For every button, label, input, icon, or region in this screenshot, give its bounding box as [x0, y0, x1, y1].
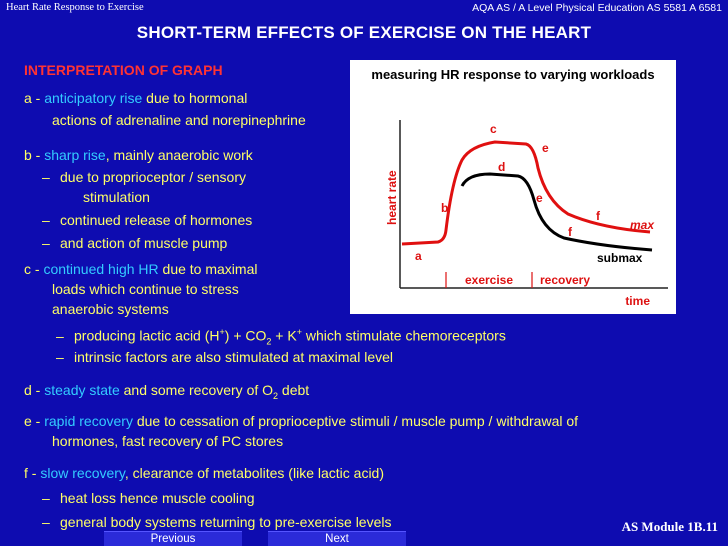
item-c-bullet-2: – intrinsic factors are also stimulated a… [56, 349, 394, 365]
key-term-f: slow recovery [40, 465, 125, 481]
module-label: AS Module 1B.11 [621, 519, 718, 534]
item-f-bullet-2: – general body systems returning to pre-e… [42, 514, 392, 530]
graph-xlabel: time [625, 294, 650, 308]
curve-label-c: c [490, 122, 497, 136]
graph-title: measuring HR response to varying workloa… [371, 67, 654, 82]
graph-phase-recovery: recovery [540, 273, 590, 287]
item-b-bullet-2: – continued release of hormones [42, 212, 253, 228]
item-c: c - continued high HR due to maximal [24, 261, 258, 277]
hr-response-graph: measuring HR response to varying workloa… [350, 60, 676, 314]
graph-submax-label: submax [597, 251, 643, 265]
graph-curve-max [401, 140, 651, 246]
curve-label-f-max: f [596, 209, 601, 223]
item-c-cont-1: loads which continue to stress [52, 281, 239, 297]
curve-label-d: d [498, 160, 505, 174]
curve-label-e-max: e [542, 141, 549, 155]
item-c-bullet-1: – producing lactic acid (H+) + CO2 + K+ w… [56, 327, 506, 347]
graph-phase-exercise: exercise [465, 273, 513, 287]
next-button[interactable]: Next [268, 531, 406, 546]
item-b-bullet-1: – due to proprioceptor / sensory [42, 169, 246, 185]
hr-graph-svg: measuring HR response to varying workloa… [371, 67, 668, 308]
graph-ylabel: heart rate [385, 170, 399, 225]
graph-curve-submax [460, 172, 653, 252]
header-right-text: AQA AS / A Level Physical Education AS 5… [472, 2, 722, 14]
curve-label-a: a [415, 249, 422, 263]
item-c-cont-2: anaerobic systems [52, 301, 169, 317]
header-left-text: Heart Rate Response to Exercise [6, 2, 144, 13]
key-term-a: anticipatory rise [44, 90, 143, 106]
curve-label-f-submax: f [568, 225, 573, 239]
curve-label-e-submax: e [536, 191, 543, 205]
item-a: a - anticipatory rise due to hormonal [24, 90, 248, 106]
key-term-c: continued high HR [43, 261, 159, 277]
item-e: e - rapid recovery due to cessation of p… [24, 413, 579, 429]
item-f: f - slow recovery, clearance of metaboli… [24, 465, 384, 481]
item-f-bullet-1: – heat loss hence muscle cooling [42, 490, 255, 506]
item-b: b - sharp rise, mainly anaerobic work [24, 147, 253, 163]
item-e-cont: hormones, fast recovery of PC stores [52, 433, 284, 449]
previous-button[interactable]: Previous [104, 531, 242, 546]
key-term-b: sharp rise [44, 147, 106, 163]
item-a-cont: actions of adrenaline and norepinephrine [52, 112, 306, 128]
item-b-bullet-1-cont: stimulation [83, 189, 150, 205]
item-b-bullet-3: – and action of muscle pump [42, 235, 228, 251]
item-d: d - steady state and some recovery of O2… [24, 382, 310, 401]
graph-max-label: max [630, 218, 655, 232]
curve-label-b: b [441, 201, 448, 215]
key-term-d: steady state [44, 382, 120, 398]
key-term-e: rapid recovery [44, 413, 133, 429]
interpretation-heading: INTERPRETATION OF GRAPH [24, 62, 223, 78]
page-title: SHORT-TERM EFFECTS OF EXERCISE ON THE HE… [136, 23, 592, 42]
